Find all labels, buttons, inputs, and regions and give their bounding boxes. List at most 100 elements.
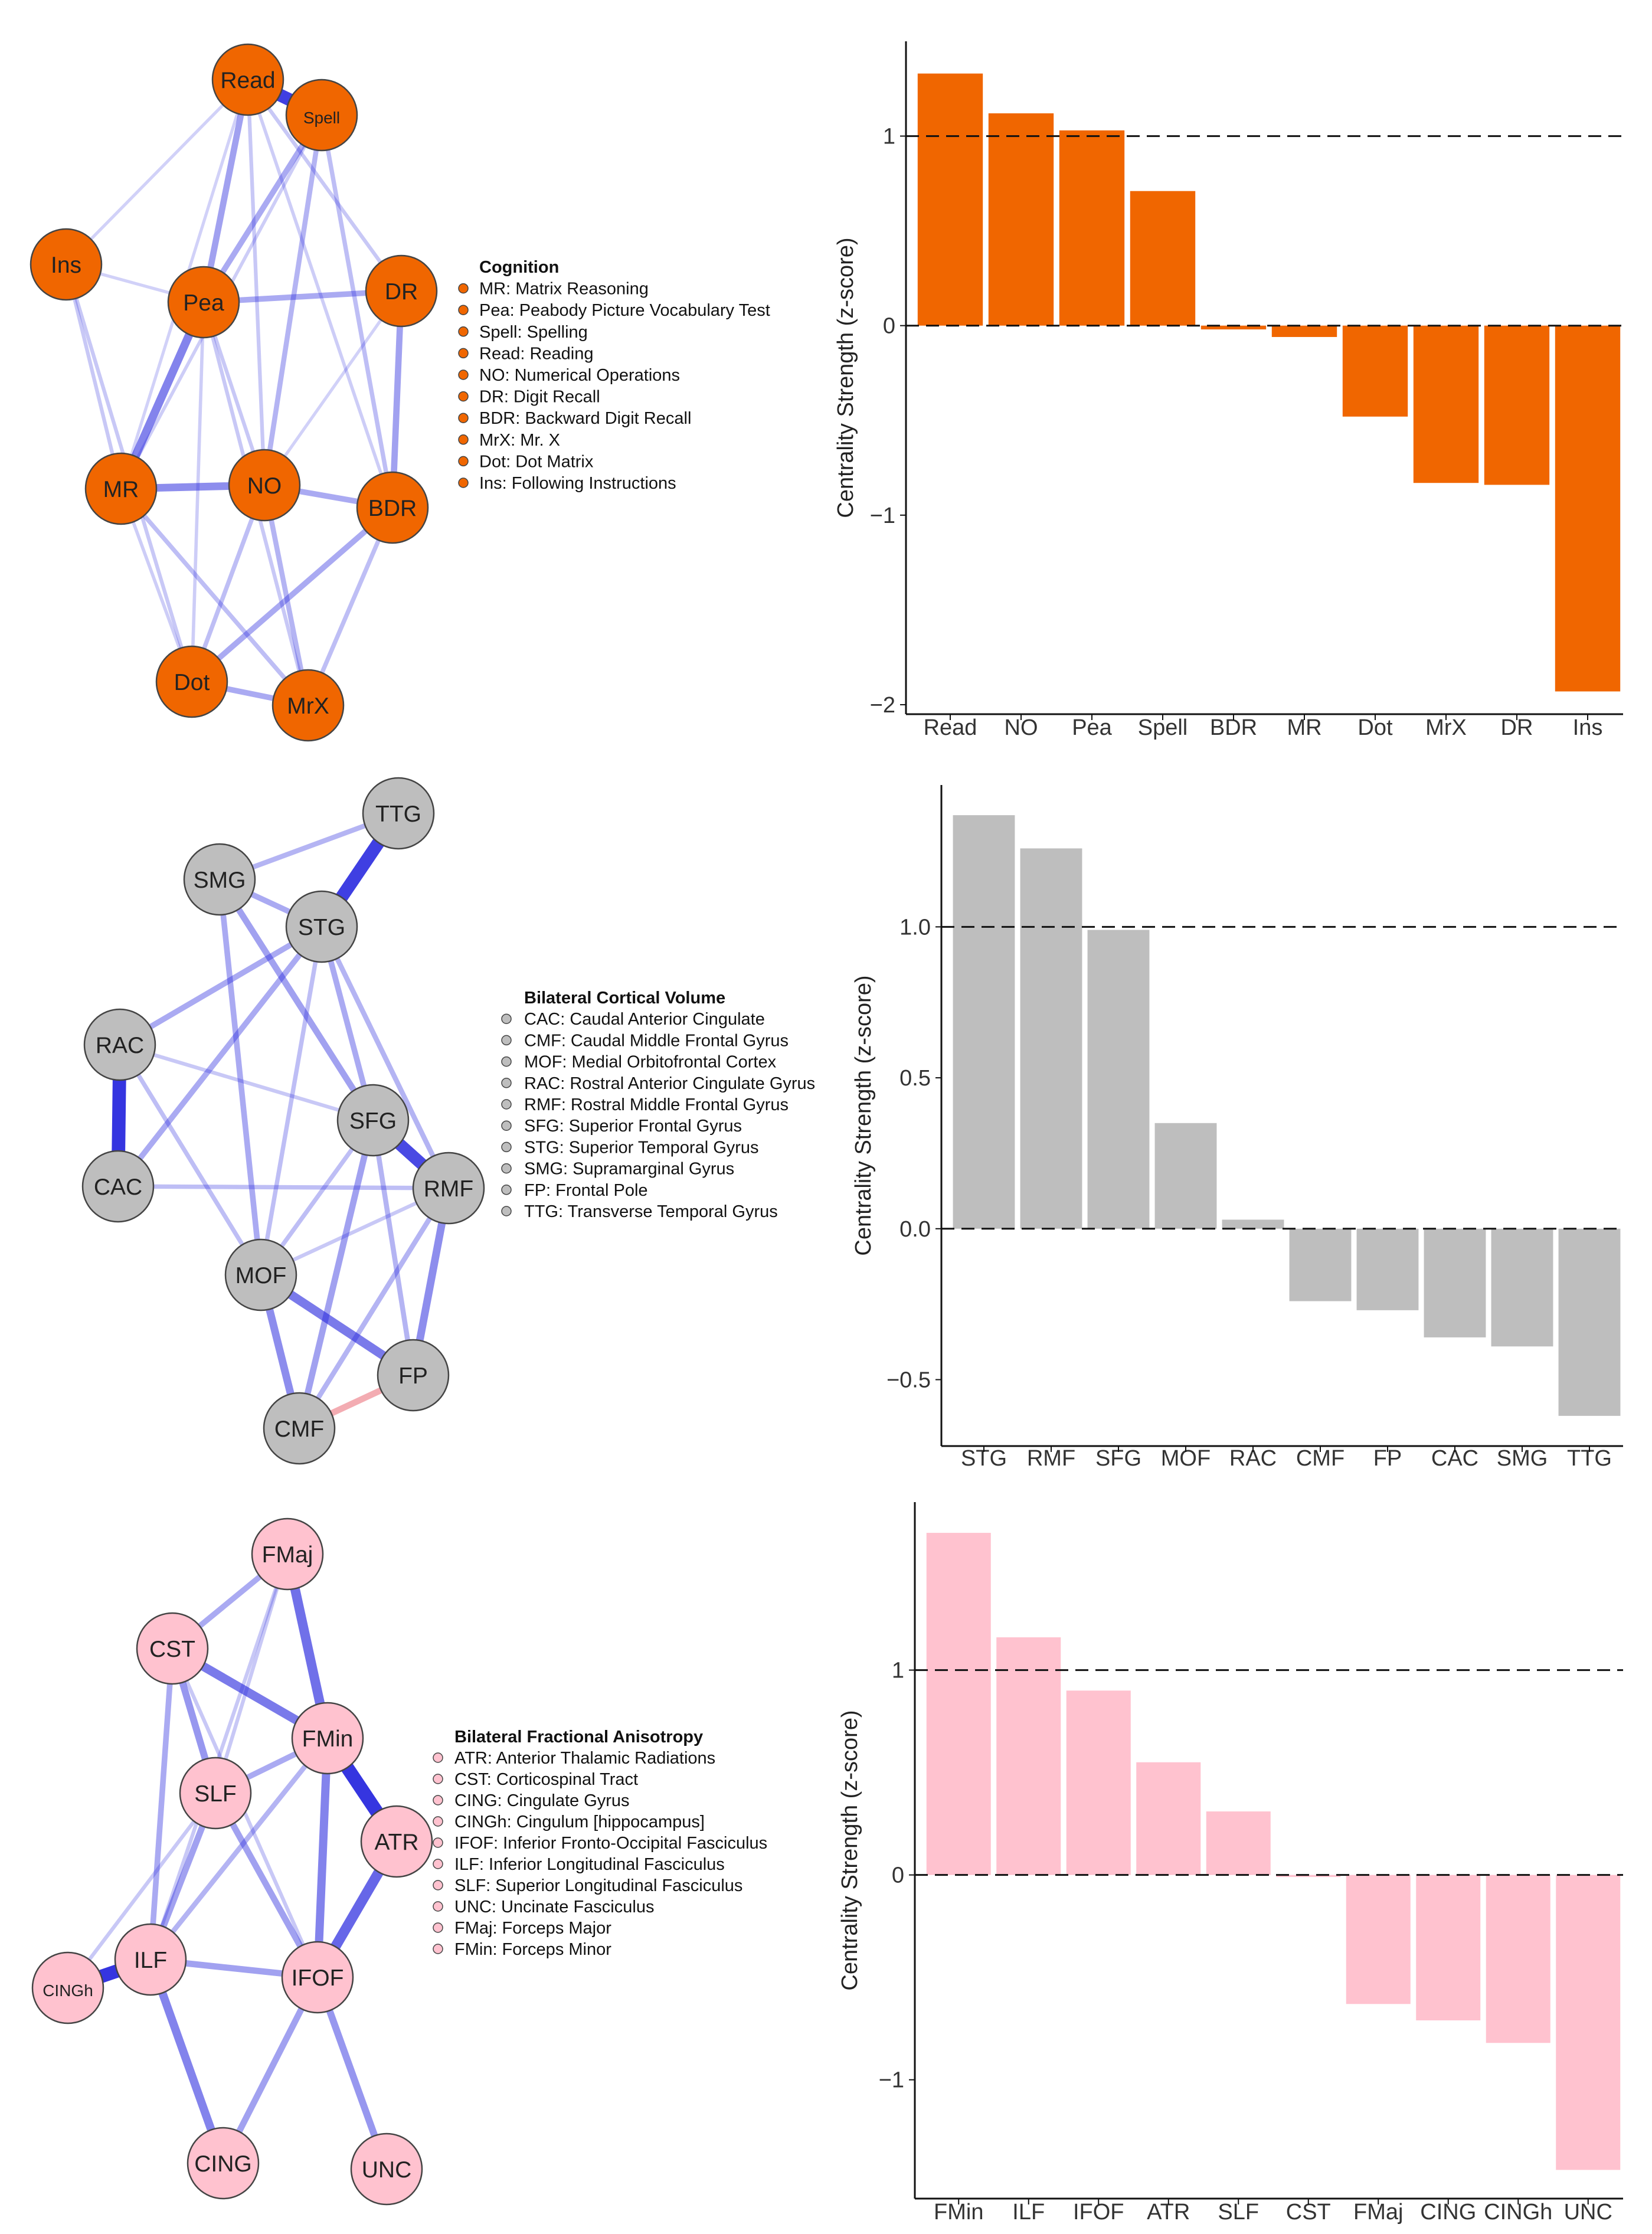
legend-marker <box>458 456 469 467</box>
legend-marker <box>433 1795 443 1805</box>
edge-stg-mof <box>259 924 324 1277</box>
y-tick-label: 1 <box>892 1659 904 1683</box>
nodes: TTG SMG STG RAC SFG CAC RMF MOF FP CMF <box>81 777 485 1465</box>
y-tick-label: 1.0 <box>899 915 931 940</box>
node-label: DR <box>385 279 418 305</box>
node-label: Spell <box>303 109 340 127</box>
legend-item: TTG: Transverse Temporal Gyrus <box>524 1202 778 1221</box>
bar-cst <box>1276 1875 1341 1878</box>
node-spell: Spell <box>285 78 358 152</box>
legend-marker <box>501 1141 512 1153</box>
legend-marker <box>501 1120 512 1131</box>
legend-item: SMG: Supramarginal Gyrus <box>524 1160 734 1179</box>
node-label: MR <box>103 477 139 502</box>
y-axis-title: Centrality Strength (z-score) <box>838 1710 862 1990</box>
edge-read-no <box>246 77 267 488</box>
edge-slf-cingh <box>66 1791 218 1990</box>
edge-spell-pea <box>201 112 325 305</box>
bar-bdr <box>1200 325 1267 330</box>
cognition-network: Read Spell Ins Pea DR MR NO BDR Dot MrX <box>30 43 438 742</box>
bar-fp <box>1356 1228 1419 1310</box>
legend-item: MR: Matrix Reasoning <box>479 280 649 299</box>
legend-marker <box>458 326 469 337</box>
edge-read-dr <box>246 77 404 293</box>
legend-marker <box>458 413 469 423</box>
node-label: SMG <box>194 868 246 893</box>
bar-sfg <box>1087 930 1150 1229</box>
y-tick-label: 0.5 <box>899 1066 931 1091</box>
y-tick-label: 1 <box>883 125 895 149</box>
node-circle <box>377 1339 450 1412</box>
legend-item: CAC: Caudal Anterior Cingulate <box>524 1010 765 1029</box>
legend-item: Pea: Peabody Picture Vocabulary Test <box>479 301 770 320</box>
legend-marker <box>433 1774 443 1784</box>
y-tick-label: 0 <box>883 314 895 339</box>
legend-marker <box>501 1078 512 1088</box>
edge-fmaj-slf <box>213 1552 290 1795</box>
bar-cing <box>1416 1875 1481 2021</box>
node-label: CST <box>149 1637 195 1662</box>
bar-slf <box>1206 1811 1271 1875</box>
legend-marker <box>458 283 469 294</box>
node-circle <box>281 1941 354 2014</box>
node-label: SFG <box>349 1108 397 1134</box>
bar-read <box>917 73 983 326</box>
legend-item: UNC: Uncinate Fasciculus <box>454 1898 654 1916</box>
node-label: Pea <box>183 290 224 316</box>
node-label: RMF <box>424 1176 473 1202</box>
legend-marker <box>501 1013 512 1024</box>
node-rmf: RMF <box>412 1152 485 1225</box>
legend-item: FMaj: Forceps Major <box>454 1919 611 1938</box>
node-circle <box>360 1805 433 1878</box>
bar-ifof <box>1066 1690 1131 1875</box>
y-axis-title: Centrality Strength (z-score) <box>851 975 876 1255</box>
y-tick-label: −1 <box>870 503 895 528</box>
edge-stg-rmf <box>319 924 452 1191</box>
y-tick-label: −0.5 <box>886 1368 931 1392</box>
legend-marker <box>433 1752 443 1763</box>
legend-marker <box>458 369 469 380</box>
legend-marker <box>433 1816 443 1827</box>
node-circle <box>155 645 228 718</box>
node-label: UNC <box>362 2157 412 2183</box>
legend-title: Bilateral Fractional Anisotropy <box>454 1728 703 1746</box>
node-slf: SLF <box>179 1757 252 1830</box>
legend-item: MOF: Medial Orbitofrontal Cortex <box>524 1053 777 1072</box>
node-mrx: MrX <box>271 669 345 742</box>
node-cac: CAC <box>81 1150 155 1223</box>
bar-ttg <box>1558 1228 1621 1416</box>
legend-item: FMin: Forceps Minor <box>454 1940 611 1959</box>
node-label: CMF <box>274 1417 324 1442</box>
node-ins: Ins <box>30 228 103 301</box>
node-circle <box>224 1238 297 1311</box>
legend-marker <box>458 477 469 488</box>
legend-item: ILF: Inferior Longitudinal Fasciculus <box>454 1855 725 1874</box>
node-circle <box>31 1951 104 2024</box>
legend-marker <box>433 1880 443 1890</box>
fractional-anisotropy-network: FMaj CST FMin SLF ATR ILF IFOF CINGh CING UNC <box>31 1517 433 2206</box>
node-ifof: IFOF <box>281 1941 354 2014</box>
node-circle <box>81 1150 155 1223</box>
legend-item: ATR: Anterior Thalamic Radiations <box>454 1749 715 1768</box>
node-label: CING <box>194 2151 252 2177</box>
node-ilf: ILF <box>114 1923 187 1996</box>
legend-item: BDR: Backward Digit Recall <box>479 409 691 428</box>
node-label: MOF <box>235 1263 287 1288</box>
legend-marker <box>458 434 469 445</box>
node-circle <box>83 1008 156 1081</box>
cognition-centrality-chart: Centrality Strength (z-score) Read NO Pea S… <box>833 41 1623 740</box>
node-circle <box>263 1392 336 1465</box>
node-circle <box>228 449 301 522</box>
edge-smg-mof <box>217 876 264 1278</box>
node-fmin: FMin <box>291 1702 364 1775</box>
node-circle <box>412 1152 485 1225</box>
bar-spell <box>1130 191 1196 326</box>
legend-marker <box>501 1185 512 1195</box>
legend-item: RMF: Rostral Middle Frontal Gyrus <box>524 1095 789 1114</box>
edge-smg-sfg <box>216 876 377 1124</box>
node-mof: MOF <box>224 1238 297 1311</box>
node-circle <box>30 228 103 301</box>
edges <box>61 1549 404 2173</box>
edge-rac-sfg <box>117 1042 375 1123</box>
node-dr: DR <box>365 254 438 328</box>
